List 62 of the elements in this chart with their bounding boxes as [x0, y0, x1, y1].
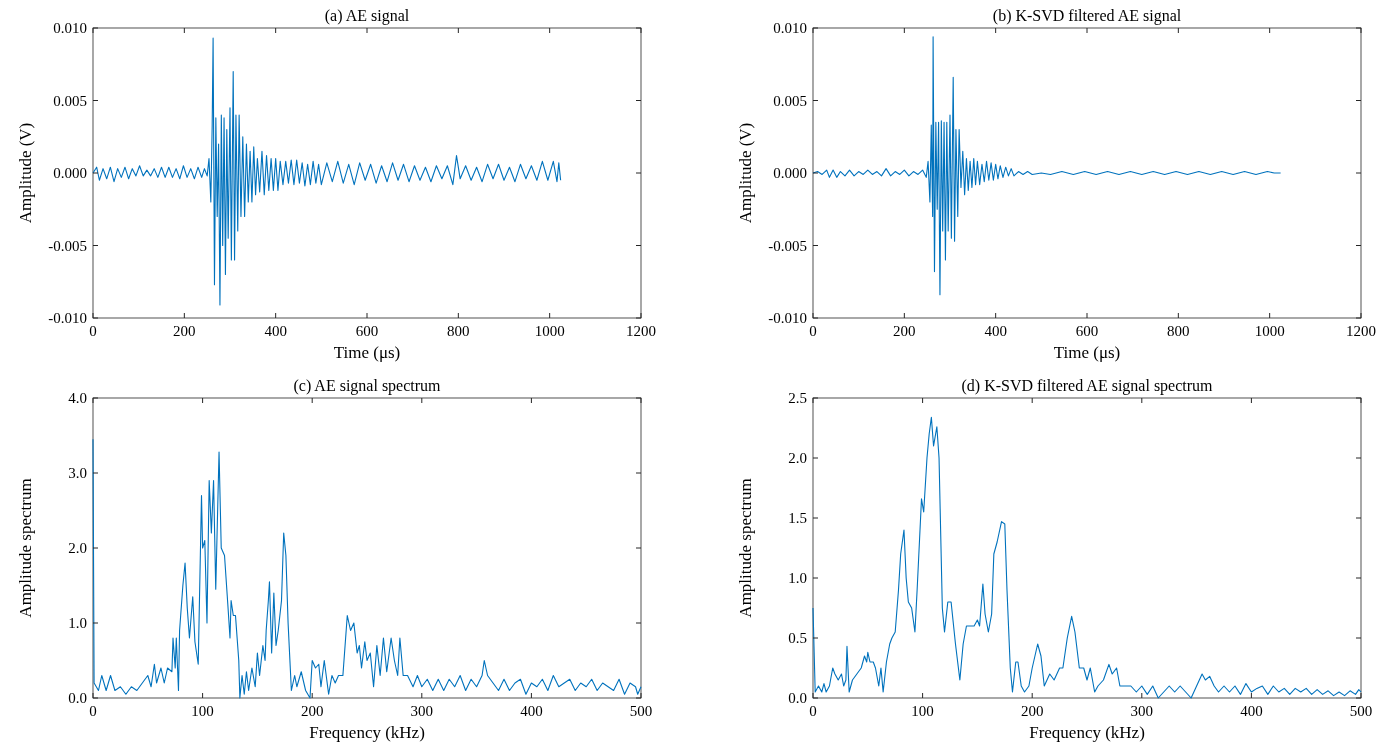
x-tick-label: 1200: [1346, 323, 1376, 339]
x-tick-label: 500: [1349, 703, 1373, 719]
x-axis-title: Time (μs): [1053, 343, 1121, 362]
x-tick-label: 400: [520, 703, 543, 719]
x-tick-label: 1000: [1254, 323, 1285, 339]
y-tick-label: 1.0: [68, 615, 87, 631]
line-series: [812, 416, 1362, 699]
y-tick-label: 3.0: [68, 465, 87, 481]
y-tick-label: 1.0: [788, 570, 807, 586]
x-axis-title: Time (μs): [333, 343, 401, 362]
y-tick-label: 4.0: [68, 390, 87, 406]
y-tick-label: 2.0: [788, 450, 807, 466]
x-tick-label: 200: [1020, 703, 1044, 719]
x-tick-label: 500: [629, 703, 653, 719]
y-tick-label: 0.000: [53, 165, 87, 181]
y-tick-label: 0.0: [788, 690, 807, 706]
y-tick-label: -0.010: [48, 310, 87, 326]
x-tick-label: 100: [191, 703, 214, 719]
x-tick-label: 200: [300, 703, 324, 719]
x-tick-label: 300: [1130, 703, 1154, 719]
x-tick-label: 1200: [626, 323, 656, 339]
chart-title: (a) AE signal: [324, 7, 410, 25]
y-tick-label: 0.010: [773, 20, 807, 36]
y-tick-label: 0.5: [788, 630, 807, 646]
y-axis-title: Amplitude (V): [736, 122, 755, 224]
x-tick-label: 800: [447, 323, 470, 339]
chart-title: (c) AE signal spectrum: [293, 377, 442, 395]
y-tick-label: 0.000: [773, 165, 807, 181]
x-tick-label: 100: [911, 703, 934, 719]
y-tick-label: -0.005: [48, 237, 87, 254]
x-tick-label: 0: [809, 703, 817, 719]
x-tick-label: 300: [410, 703, 434, 719]
y-axis-title: Amplitude (V): [16, 122, 35, 224]
x-tick-label: 1000: [534, 323, 565, 339]
y-axis-title: Amplitude spectrum: [736, 478, 755, 618]
x-tick-label: 400: [984, 323, 1007, 339]
x-tick-label: 600: [1075, 323, 1099, 339]
y-tick-label: 2.5: [788, 390, 807, 406]
chart-title: (b) K-SVD filtered AE signal: [992, 7, 1182, 25]
x-tick-label: 0: [809, 323, 817, 339]
x-tick-label: 400: [1240, 703, 1263, 719]
line-series: [92, 438, 642, 699]
y-axis-title: Amplitude spectrum: [16, 478, 35, 618]
y-tick-label: 1.5: [788, 510, 807, 526]
chart-title: (d) K-SVD filtered AE signal spectrum: [961, 377, 1214, 395]
x-tick-label: 400: [264, 323, 287, 339]
x-tick-label: 800: [1167, 323, 1190, 339]
y-tick-label: -0.010: [768, 310, 807, 326]
y-tick-label: 2.0: [68, 540, 87, 556]
x-tick-label: 200: [173, 323, 196, 339]
x-axis-title: Frequency (kHz): [1029, 723, 1145, 742]
y-tick-label: 0.0: [68, 690, 87, 706]
x-tick-label: 200: [893, 323, 916, 339]
line-series: [92, 37, 562, 306]
y-tick-label: 0.005: [53, 92, 87, 109]
x-tick-label: 600: [355, 323, 379, 339]
y-tick-label: 0.005: [773, 92, 807, 109]
y-tick-label: -0.005: [768, 237, 807, 254]
x-tick-label: 0: [89, 703, 97, 719]
x-tick-label: 0: [89, 323, 97, 339]
y-tick-label: 0.010: [53, 20, 87, 36]
x-axis-title: Frequency (kHz): [309, 723, 425, 742]
